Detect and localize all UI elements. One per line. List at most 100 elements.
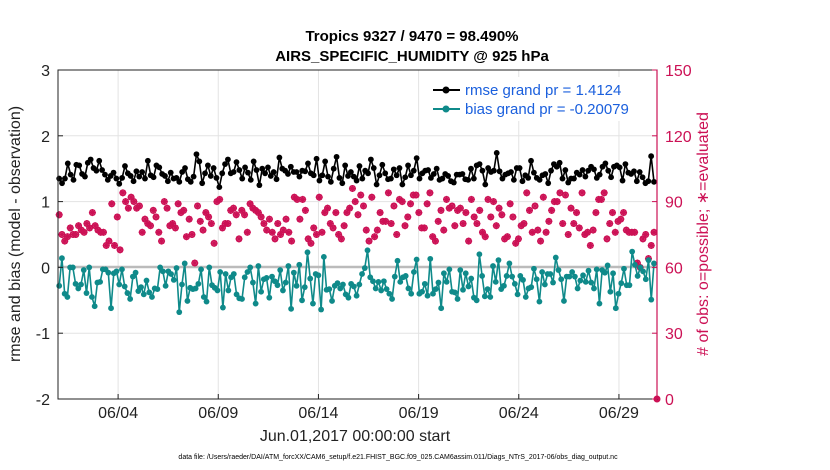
obs-evaluated-marker — [307, 239, 315, 247]
bias-point — [473, 297, 480, 304]
bias-point — [244, 269, 251, 275]
obs-evaluated-marker — [332, 209, 340, 217]
bias-point — [561, 298, 567, 304]
obs-evaluated-marker — [158, 237, 166, 245]
bias-point — [555, 267, 562, 273]
bias-point — [577, 277, 584, 284]
bias-point — [290, 269, 297, 276]
rmse-point — [648, 153, 655, 160]
obs-evaluated-marker — [559, 220, 567, 228]
obs-evaluated-marker — [553, 198, 561, 206]
x-tick-label: 06/19 — [399, 405, 439, 422]
obs-evaluated-marker — [202, 209, 210, 217]
obs-evaluated-marker — [83, 220, 91, 228]
bias-point — [69, 264, 76, 271]
bias-point — [566, 273, 573, 280]
rmse-point — [167, 169, 174, 176]
obs-evaluated-marker — [575, 224, 583, 232]
bias-point — [132, 269, 139, 276]
bias-point — [192, 285, 199, 292]
obs-evaluated-marker — [365, 237, 373, 245]
obs-evaluated-marker — [581, 231, 589, 238]
bias-point — [443, 278, 450, 285]
x-axis-label: Jun.01,2017 00:00:00 start — [260, 428, 451, 445]
obs-evaluated-marker — [567, 204, 575, 212]
bias-point — [405, 285, 412, 292]
bias-point — [648, 296, 655, 303]
bias-point — [353, 292, 360, 299]
obs-evaluated-marker — [64, 233, 72, 241]
obs-evaluated-marker — [509, 213, 517, 221]
rmse-point — [150, 174, 157, 181]
bias-point — [438, 305, 445, 312]
bias-point — [149, 294, 155, 300]
right-tick-label: 60 — [665, 260, 683, 277]
rmse-point — [445, 173, 452, 179]
bias-point — [89, 294, 95, 300]
obs-evaluated-marker — [77, 226, 85, 234]
bias-point — [487, 294, 494, 300]
rmse-point — [468, 165, 474, 172]
obs-evaluated-marker — [108, 200, 116, 208]
bias-point — [195, 280, 202, 287]
rmse-point — [470, 175, 477, 182]
obs-evaluated-marker — [312, 231, 320, 238]
rmse-point — [144, 157, 151, 164]
obs-evaluated-marker — [631, 228, 639, 236]
obs-evaluated-marker — [282, 215, 290, 223]
rmse-point — [99, 167, 105, 173]
bias-point — [280, 287, 286, 294]
obs-evaluated-marker — [473, 220, 481, 228]
obs-evaluated-marker — [66, 224, 74, 232]
rmse-point — [493, 150, 500, 156]
obs-evaluated-marker — [271, 235, 279, 243]
bias-point — [503, 273, 510, 279]
bias-point — [162, 282, 169, 289]
bias-point — [127, 296, 134, 302]
rmse-point — [122, 163, 128, 169]
obs-evaluated-marker — [138, 228, 146, 236]
obs-evaluated-marker — [72, 231, 80, 238]
y-tick-label: -1 — [36, 326, 50, 343]
rmse-point — [582, 173, 589, 180]
rmse-point — [496, 168, 503, 175]
rmse-point — [382, 170, 389, 177]
bias-point — [610, 270, 616, 277]
rmse-point — [390, 166, 397, 173]
obs-evaluated-marker — [548, 206, 556, 214]
rmse-point — [548, 167, 554, 174]
obs-evaluated-marker — [537, 237, 545, 245]
rmse-point — [330, 165, 337, 172]
rmse-point — [119, 175, 126, 181]
bias-point — [304, 249, 311, 256]
right-tick-label: 90 — [665, 195, 683, 212]
obs-evaluated-marker — [155, 228, 163, 236]
rmse-point — [633, 178, 640, 185]
bias-point — [536, 298, 543, 305]
bias-point — [541, 281, 548, 288]
obs-evaluated-marker — [315, 193, 323, 201]
obs-evaluated-marker — [431, 237, 439, 245]
right-tick-label: 0 — [665, 392, 674, 409]
right-axis-ticks: 0 30 60 90 120 150 — [652, 63, 692, 409]
rmse-point — [347, 169, 354, 175]
bias-point — [222, 271, 229, 277]
rmse-point — [265, 164, 271, 171]
obs-evaluated-marker — [578, 189, 586, 197]
rmse-point — [239, 175, 246, 182]
y-tick-label: -2 — [36, 392, 50, 409]
obs-evaluated-marker — [650, 228, 658, 236]
rmse-point — [96, 157, 103, 164]
bias-point — [119, 266, 125, 273]
obs-evaluated-marker — [246, 200, 254, 208]
bias-point — [481, 293, 488, 300]
rmse-point — [133, 168, 140, 175]
obs-evaluated-marker — [490, 198, 498, 206]
chart-title: Tropics 9327 / 9470 = 98.490% — [305, 28, 518, 45]
rmse-point — [410, 167, 417, 174]
bias-point — [375, 278, 382, 285]
obs-evaluated-marker — [210, 239, 218, 247]
obs-evaluated-marker — [362, 226, 370, 234]
rmse-point — [276, 154, 283, 161]
obs-evaluated-marker — [105, 237, 113, 245]
